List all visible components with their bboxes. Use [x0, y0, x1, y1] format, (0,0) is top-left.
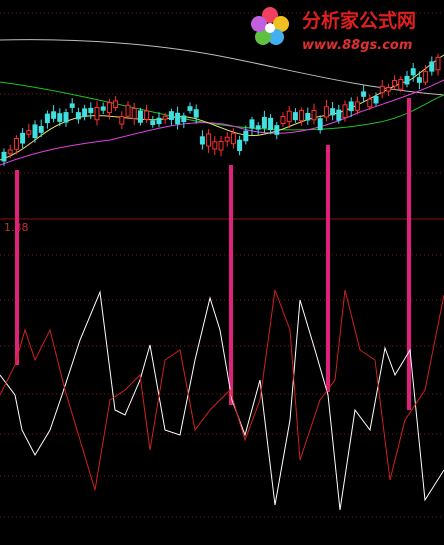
- candle-body: [26, 130, 32, 135]
- candle-body: [404, 75, 410, 85]
- candle-body: [1, 151, 7, 162]
- candle-body: [243, 130, 249, 142]
- candle-body: [51, 111, 57, 119]
- signal-bar: [229, 165, 233, 405]
- candle-body: [249, 119, 255, 129]
- candle-body: [13, 137, 19, 150]
- candle-body: [292, 112, 298, 121]
- candle-body: [7, 149, 13, 155]
- candle-body: [261, 116, 267, 129]
- candle-body: [63, 112, 69, 123]
- candle-body: [268, 117, 274, 131]
- candle-body: [336, 109, 342, 121]
- ma-line: [0, 39, 444, 96]
- candle-body: [317, 118, 323, 131]
- candle-body: [218, 141, 224, 151]
- candle-body: [286, 110, 292, 123]
- candle-body: [237, 139, 243, 151]
- oscillator-line: [0, 289, 444, 491]
- candle-body: [168, 111, 174, 120]
- candle-body: [137, 110, 143, 123]
- candle-body: [44, 113, 50, 124]
- oscillator-line: [0, 290, 444, 511]
- candle-body: [423, 71, 429, 83]
- candle-body: [206, 133, 212, 147]
- logo-icon: [251, 7, 289, 45]
- candle-body: [187, 106, 193, 111]
- ma-line: [0, 79, 444, 166]
- candle-body: [410, 68, 416, 76]
- candle-body: [150, 120, 156, 125]
- candle-body: [82, 108, 88, 117]
- candle-body: [32, 124, 38, 138]
- candle-body: [212, 141, 218, 150]
- candle-body: [20, 132, 26, 144]
- candle-body: [224, 136, 230, 142]
- candle-body: [94, 106, 100, 121]
- candle-body: [398, 79, 404, 90]
- candle-body: [299, 109, 305, 122]
- candle-body: [354, 101, 360, 111]
- candle-body: [416, 77, 422, 83]
- candle-body: [181, 115, 187, 123]
- candle-body: [348, 101, 354, 112]
- candle-body: [57, 113, 63, 122]
- candle-body: [106, 102, 112, 114]
- candle-body: [311, 109, 317, 121]
- candle-body: [175, 112, 181, 125]
- signal-bar: [15, 170, 19, 365]
- candle-body: [373, 96, 379, 104]
- candle-body: [379, 85, 385, 94]
- candle-body: [361, 91, 367, 97]
- signal-bars: [15, 98, 411, 410]
- candles: [1, 53, 441, 166]
- signal-bar: [326, 145, 330, 392]
- candle-body: [323, 106, 329, 118]
- candle-body: [367, 98, 373, 108]
- candle-body: [119, 116, 125, 125]
- candle-body: [199, 136, 205, 145]
- candle-body: [342, 104, 348, 118]
- candle-body: [435, 56, 441, 71]
- signal-bar: [407, 98, 411, 410]
- candle-body: [131, 107, 137, 120]
- candle-body: [392, 80, 398, 87]
- logo: 分析家公式网 www.88gs.com: [251, 7, 416, 53]
- candle-body: [193, 109, 199, 118]
- candle-body: [280, 116, 286, 125]
- candle-body: [255, 125, 261, 130]
- candle-body: [100, 106, 106, 111]
- candle-body: [75, 112, 81, 120]
- candle-body: [38, 126, 44, 133]
- candle-body: [125, 104, 131, 117]
- candle-body: [330, 108, 336, 116]
- candle-body: [385, 87, 391, 92]
- candle-body: [274, 125, 280, 135]
- logo-title: 分析家公式网: [302, 9, 416, 32]
- logo-url: www.88gs.com: [302, 38, 412, 53]
- candle-body: [162, 115, 168, 120]
- candle-body: [230, 132, 236, 145]
- candle-body: [69, 103, 75, 108]
- candle-body: [113, 100, 119, 109]
- candle-body: [429, 61, 435, 72]
- candle-body: [156, 117, 162, 125]
- candle-body: [88, 107, 94, 114]
- candle-body: [305, 113, 311, 121]
- candle-body: [144, 110, 150, 120]
